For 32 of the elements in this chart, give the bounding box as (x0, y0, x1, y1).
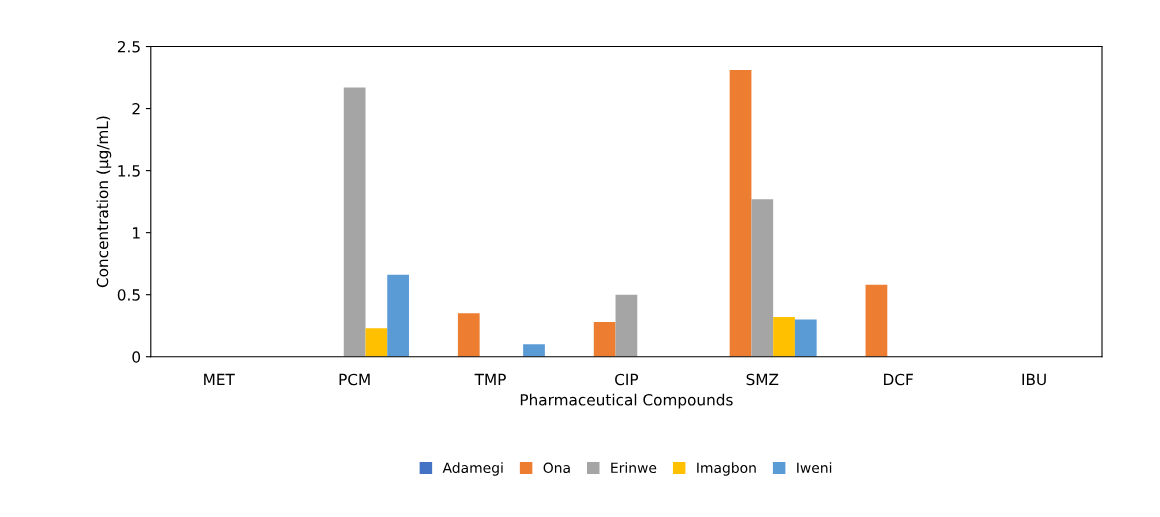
x-axis-title: Pharmaceutical Compounds (520, 393, 733, 409)
bar (615, 294, 638, 357)
y-tick-label: 0 (132, 351, 141, 363)
bar (457, 313, 480, 357)
x-tick-label: DCF (884, 373, 913, 386)
bar (729, 70, 752, 357)
x-tick-label: IBU (1022, 373, 1046, 386)
bar (751, 199, 774, 357)
bar (794, 319, 817, 357)
y-axis-title: Concentration (µg/mL) (96, 116, 112, 288)
bar (343, 87, 366, 357)
bar (365, 328, 388, 357)
y-tick-label: 1 (133, 227, 140, 239)
legend-label: Imagbon (697, 462, 756, 476)
y-tick-label: 0.5 (117, 289, 140, 301)
x-tick-label: PCM (339, 373, 370, 386)
legend-label: Iweni (797, 462, 832, 474)
x-tick-label: SMZ (746, 373, 779, 386)
bar (773, 317, 795, 357)
x-tick-label: CIP (615, 373, 639, 386)
y-tick-label: 2 (132, 103, 140, 115)
y-tick-label: 1.5 (118, 165, 140, 177)
x-tick-label: TMP (474, 373, 506, 386)
bar (387, 274, 409, 357)
legend-label: Ona (543, 462, 570, 474)
bar (523, 344, 545, 357)
legend-label: Erinwe (611, 462, 657, 474)
legend-label: Adamegi (442, 462, 503, 476)
x-tick-label: MET (204, 373, 235, 386)
y-tick-label: 2.5 (117, 41, 140, 53)
bar (593, 321, 616, 357)
bar (865, 284, 888, 357)
